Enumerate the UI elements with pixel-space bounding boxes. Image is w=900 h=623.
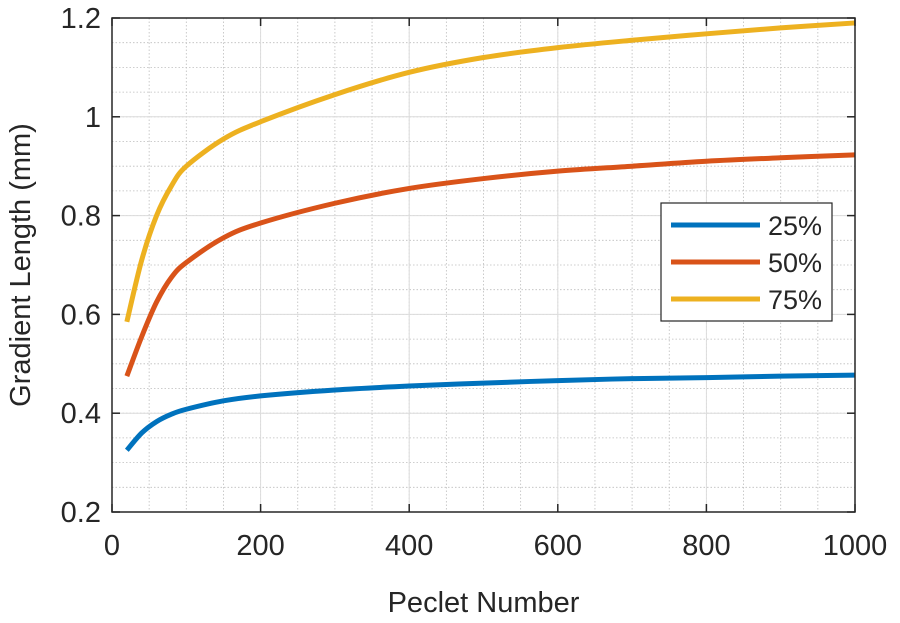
- y-axis-title: Gradient Length (mm): [5, 123, 37, 407]
- series-line-1: [124, 372, 856, 452]
- x-tick-label: 0: [104, 530, 120, 562]
- series-line-2: [124, 152, 856, 378]
- legend: 25% 50% 75%: [660, 202, 833, 322]
- legend-label: 50%: [768, 248, 822, 278]
- y-tick-label: 1: [85, 102, 101, 134]
- x-tick-label: 200: [236, 530, 284, 562]
- legend-label: 25%: [768, 211, 822, 241]
- y-tick-labels: 0.2 0.4 0.6 0.8 1 1.2: [61, 3, 101, 529]
- x-tick-label: 400: [385, 530, 433, 562]
- plot-frame: [111, 17, 856, 513]
- x-tick-label: 600: [534, 530, 582, 562]
- x-axis-title: Peclet Number: [388, 587, 580, 619]
- x-tick-label: 800: [682, 530, 730, 562]
- y-tick-label: 0.8: [61, 201, 101, 233]
- series-lines: [124, 20, 856, 452]
- legend-label: 75%: [768, 285, 822, 315]
- x-tick-label: 1000: [823, 530, 888, 562]
- y-tick-label: 0.4: [61, 398, 101, 430]
- y-tick-label: 1.2: [61, 3, 101, 35]
- series-line-3: [124, 20, 856, 323]
- y-tick-label: 0.6: [61, 299, 101, 331]
- x-tick-labels: 0 200 400 600 800 1000: [104, 530, 887, 562]
- y-tick-label: 0.2: [61, 497, 101, 529]
- axis-ticks: [111, 17, 856, 513]
